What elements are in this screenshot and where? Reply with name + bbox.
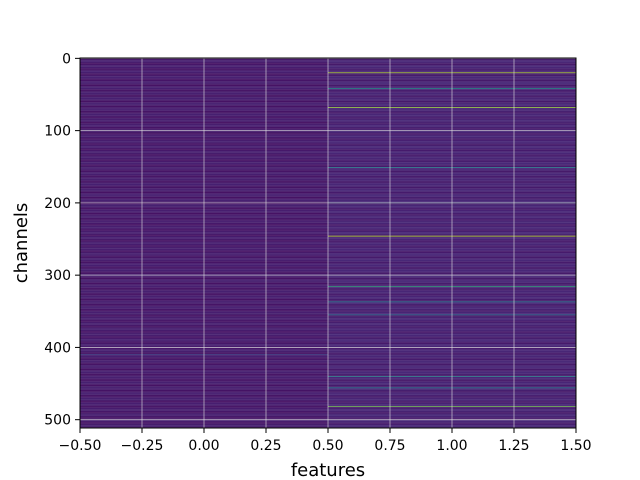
x-tick-label: 0.50 xyxy=(312,438,343,454)
x-tick-label: −0.25 xyxy=(121,438,164,454)
x-axis-ticks: −0.50 −0.25 0.00 0.25 0.50 0.75 1.00 1.25 1.50 xyxy=(59,428,592,454)
x-axis-label: features xyxy=(291,460,365,480)
x-tick-label: 0.25 xyxy=(250,438,281,454)
y-tick-label: 200 xyxy=(44,196,71,212)
y-tick-label: 300 xyxy=(44,268,71,284)
y-tick-label: 0 xyxy=(62,51,71,67)
x-tick-label: 0.00 xyxy=(188,438,219,454)
x-tick-label: 1.00 xyxy=(436,438,467,454)
y-axis-ticks: 0 100 200 300 400 500 xyxy=(44,51,80,429)
y-axis-label: channels xyxy=(11,203,32,284)
x-tick-label: 0.75 xyxy=(374,438,405,454)
x-tick-label: −0.50 xyxy=(59,438,102,454)
x-tick-label: 1.25 xyxy=(498,438,529,454)
y-tick-label: 400 xyxy=(44,340,71,356)
y-tick-label: 500 xyxy=(44,413,71,429)
x-tick-label: 1.50 xyxy=(560,438,591,454)
y-tick-label: 100 xyxy=(44,124,71,140)
